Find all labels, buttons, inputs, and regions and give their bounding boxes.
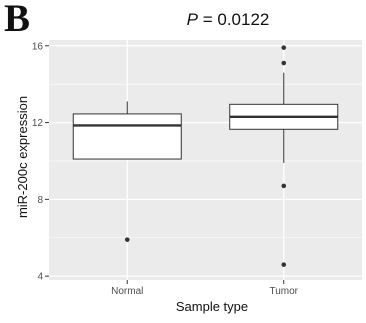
axis-ticks: 4 8 12 16 Normal Tumor <box>32 41 299 297</box>
p-value-symbol: P <box>187 10 199 29</box>
panel-label: B <box>4 0 30 40</box>
outlier-point <box>281 45 287 50</box>
y-tick-label: 12 <box>32 118 44 129</box>
y-axis-title: miR-200c expression <box>15 96 30 218</box>
x-tick-label: Normal <box>111 286 143 297</box>
outlier-point <box>281 60 287 66</box>
plot-background <box>49 40 362 280</box>
outlier-point <box>281 183 287 189</box>
p-value-text: = 0.0122 <box>198 10 269 29</box>
x-tick-label: Tumor <box>269 286 298 297</box>
outlier-point <box>124 237 130 242</box>
y-tick-label: 8 <box>37 195 43 206</box>
box-iqr <box>72 113 182 160</box>
outlier-point <box>281 262 287 267</box>
y-tick-label: 16 <box>32 41 44 52</box>
box-layer <box>72 45 339 267</box>
x-axis-title: Sample type <box>176 299 248 314</box>
box-group-tumor <box>229 45 339 267</box>
chart-title: P = 0.0122 <box>187 10 270 29</box>
box-group-normal <box>72 101 182 242</box>
y-tick-label: 4 <box>37 272 43 283</box>
